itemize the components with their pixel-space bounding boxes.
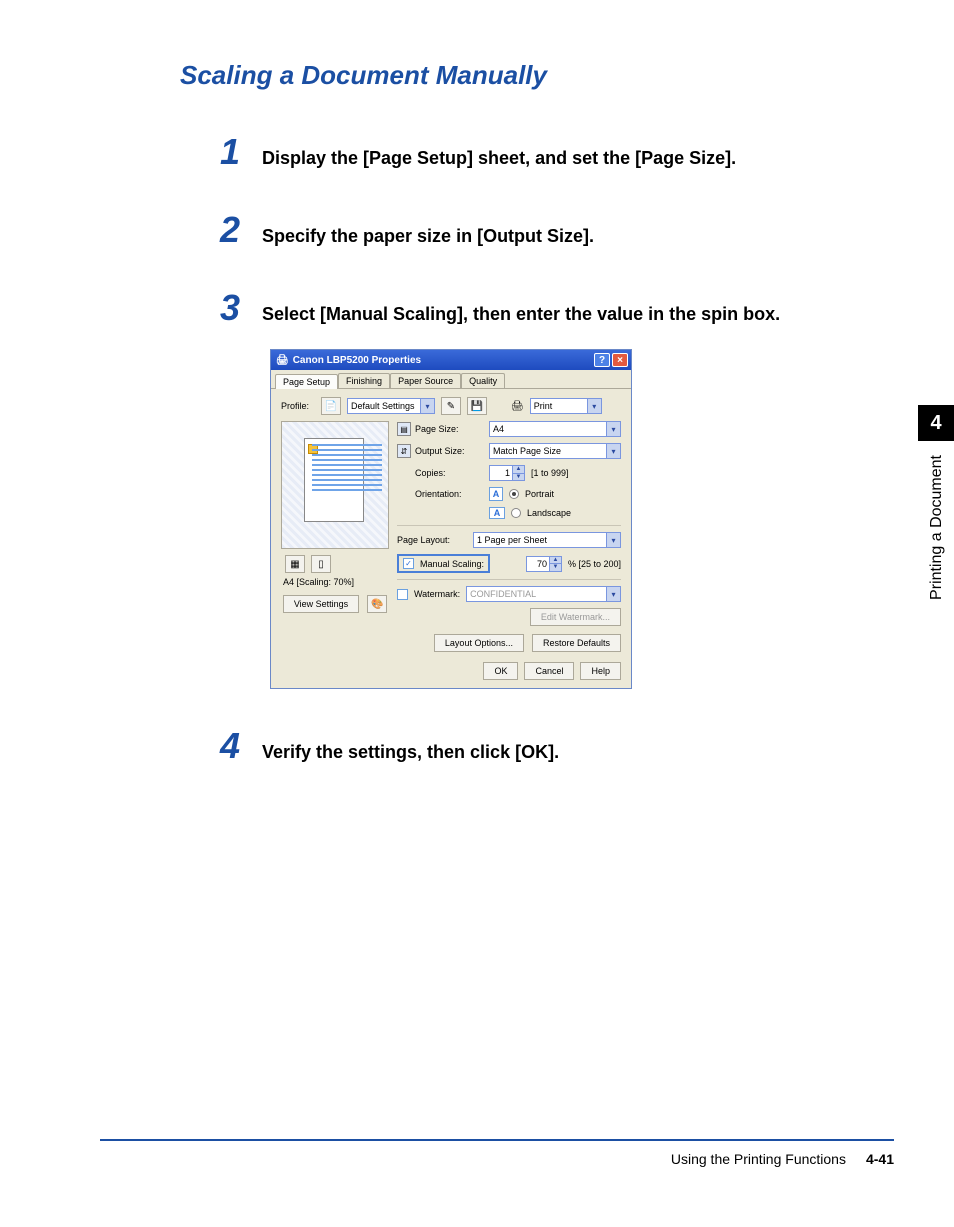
manual-scaling-spinbox[interactable]: ▲▼ [526, 556, 562, 572]
tab-strip: Page Setup Finishing Paper Source Qualit… [271, 370, 631, 389]
manual-scaling-hint: % [25 to 200] [568, 559, 621, 569]
chevron-down-icon: ▾ [420, 399, 434, 413]
chapter-number: 4 [930, 412, 941, 435]
chapter-tab: 4 [918, 405, 954, 441]
dialog-titlebar[interactable]: 🖨 Canon LBP5200 Properties ? × [271, 350, 631, 370]
side-chapter-label: Printing a Document [928, 455, 946, 600]
orientation-label: Orientation: [415, 489, 462, 499]
orientation-landscape-label: Landscape [527, 508, 571, 518]
printer-icon: 🖨 [276, 355, 289, 366]
section-title: Scaling a Document Manually [180, 60, 894, 91]
step-number: 3 [220, 287, 244, 329]
chevron-down-icon: ▾ [606, 422, 620, 436]
profile-label: Profile: [281, 401, 315, 411]
copies-label: Copies: [415, 468, 446, 478]
footer-page: 4-41 [866, 1151, 894, 1167]
page-size-value: A4 [493, 424, 504, 434]
page-size-icon: ▤ [397, 422, 411, 436]
print-mode-icon: 🖨 [511, 401, 524, 412]
step-text: Verify the settings, then click [OK]. [262, 740, 559, 765]
ok-button[interactable]: OK [483, 662, 518, 680]
print-mode-dropdown[interactable]: Print ▾ [530, 398, 602, 414]
spin-down-icon[interactable]: ▼ [513, 474, 524, 481]
preview-page-icon[interactable]: ▯ [311, 555, 331, 573]
profile-icon[interactable]: 📄 [321, 397, 341, 415]
orientation-portrait-radio[interactable] [509, 489, 519, 499]
page-layout-value: 1 Page per Sheet [477, 535, 547, 545]
output-size-icon: ⇵ [397, 444, 411, 458]
cancel-button[interactable]: Cancel [524, 662, 574, 680]
chevron-down-icon: ▾ [606, 587, 620, 601]
profile-save-icon[interactable]: 💾 [467, 397, 487, 415]
step-text: Display the [Page Setup] sheet, and set … [262, 146, 736, 171]
page-size-dropdown[interactable]: A4 ▾ [489, 421, 621, 437]
tab-paper-source[interactable]: Paper Source [390, 373, 461, 388]
chevron-down-icon: ▾ [606, 444, 620, 458]
page-layout-dropdown[interactable]: 1 Page per Sheet ▾ [473, 532, 621, 548]
tab-page-setup[interactable]: Page Setup [275, 374, 338, 389]
tab-finishing[interactable]: Finishing [338, 373, 390, 388]
step-text: Specify the paper size in [Output Size]. [262, 224, 594, 249]
step-number: 2 [220, 209, 244, 251]
dialog-title: Canon LBP5200 Properties [293, 355, 421, 366]
page-preview [281, 421, 389, 549]
chevron-down-icon: ▾ [587, 399, 601, 413]
output-size-value: Match Page Size [493, 446, 561, 456]
manual-scaling-label: Manual Scaling: [420, 559, 484, 569]
close-icon[interactable]: × [612, 353, 628, 367]
footer-section: Using the Printing Functions [671, 1151, 846, 1167]
restore-defaults-button[interactable]: Restore Defaults [532, 634, 621, 652]
layout-options-button[interactable]: Layout Options... [434, 634, 524, 652]
step-1: 1 Display the [Page Setup] sheet, and se… [220, 131, 894, 173]
orientation-portrait-label: Portrait [525, 489, 554, 499]
preview-grid-icon[interactable]: ▦ [285, 555, 305, 573]
step-number: 4 [220, 725, 244, 767]
spin-down-icon[interactable]: ▼ [550, 564, 561, 571]
output-size-dropdown[interactable]: Match Page Size ▾ [489, 443, 621, 459]
manual-scaling-highlight: ✓ Manual Scaling: [397, 554, 490, 573]
dialog-help-button[interactable]: Help [580, 662, 621, 680]
profile-edit-icon[interactable]: ✎ [441, 397, 461, 415]
watermark-value: CONFIDENTIAL [470, 589, 536, 599]
copies-value[interactable] [490, 467, 512, 479]
profile-dropdown[interactable]: Default Settings ▾ [347, 398, 435, 414]
properties-dialog: 🖨 Canon LBP5200 Properties ? × Page Setu… [270, 349, 632, 689]
page-size-label: Page Size: [415, 424, 459, 434]
page-layout-label: Page Layout: [397, 535, 467, 545]
landscape-icon: A [489, 507, 505, 519]
output-size-label: Output Size: [415, 446, 465, 456]
watermark-label: Watermark: [414, 589, 460, 599]
manual-scaling-value[interactable] [527, 558, 549, 570]
chevron-down-icon: ▾ [606, 533, 620, 547]
step-4: 4 Verify the settings, then click [OK]. [220, 725, 894, 767]
view-settings-button[interactable]: View Settings [283, 595, 359, 613]
preview-caption: A4 [Scaling: 70%] [281, 577, 354, 587]
orientation-landscape-radio[interactable] [511, 508, 521, 518]
watermark-dropdown: CONFIDENTIAL ▾ [466, 586, 621, 602]
portrait-icon: A [489, 487, 503, 501]
step-3: 3 Select [Manual Scaling], then enter th… [220, 287, 894, 689]
step-number: 1 [220, 131, 244, 173]
step-text: Select [Manual Scaling], then enter the … [262, 302, 780, 327]
step-2: 2 Specify the paper size in [Output Size… [220, 209, 894, 251]
spin-up-icon[interactable]: ▲ [550, 557, 561, 565]
copies-hint: [1 to 999] [531, 468, 569, 478]
manual-scaling-checkbox[interactable]: ✓ [403, 558, 414, 569]
tab-quality[interactable]: Quality [461, 373, 505, 388]
edit-watermark-button: Edit Watermark... [530, 608, 621, 626]
profile-value: Default Settings [351, 401, 415, 411]
watermark-checkbox[interactable] [397, 589, 408, 600]
color-icon[interactable]: 🎨 [367, 595, 387, 613]
help-icon[interactable]: ? [594, 353, 610, 367]
print-mode-value: Print [534, 401, 553, 411]
page-footer: Using the Printing Functions 4-41 [100, 1139, 894, 1167]
spin-up-icon[interactable]: ▲ [513, 466, 524, 474]
copies-spinbox[interactable]: ▲▼ [489, 465, 525, 481]
